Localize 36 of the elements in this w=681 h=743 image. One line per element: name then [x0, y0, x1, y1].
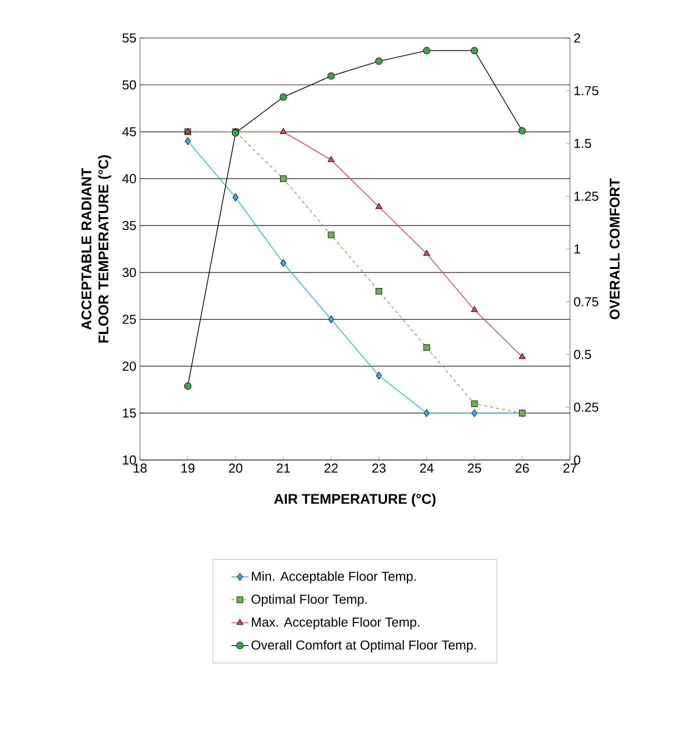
y-tick-label: 40 [122, 174, 136, 184]
y2-tick-label: 1.75 [574, 86, 598, 96]
x-tick-label: 20 [228, 464, 242, 473]
y-tick-label: 45 [122, 127, 136, 136]
y-axis-title: ACCEPTABLE RADIANT FLOOR TEMPERATURE (°C) [81, 155, 112, 342]
y2-tick-label: 0.5 [574, 350, 592, 360]
x-tick-label: 18 [134, 464, 147, 473]
x-tick-label: 19 [182, 464, 194, 473]
y-tick-label: 35 [122, 220, 136, 230]
legend-label: Overall Comfort at Optimal Floor Temp. [251, 640, 476, 652]
y-tick-label: 25 [122, 314, 136, 324]
y-tick-label: 30 [122, 268, 136, 278]
x-tick-label: 27 [563, 464, 577, 473]
x-tick-label: 23 [372, 464, 386, 473]
x-tick-label: 25 [468, 464, 482, 473]
y2-axis-title: OVERALL COMFORT [610, 178, 620, 320]
y-tick-label: 10 [122, 455, 136, 465]
x-tick-label: 24 [420, 464, 434, 473]
legend-label: Optimal Floor Temp. [251, 594, 367, 606]
y-tick-label: 55 [122, 33, 136, 43]
x-tick-label: 21 [276, 464, 290, 473]
y-tick-label: 20 [122, 362, 136, 371]
y2-tick-label: 0.25 [574, 402, 598, 412]
legend-label: Max. Acceptable Floor Temp. [252, 617, 420, 630]
y2-tick-label: 1.5 [574, 138, 592, 148]
x-tick-label: 26 [516, 464, 529, 473]
x-tick-label: 22 [324, 464, 338, 473]
x-axis-title: AIR TEMPERATURE (°C) [274, 494, 436, 507]
y2-tick-label: 1.25 [574, 192, 598, 201]
y-tick-label: 50 [122, 80, 136, 90]
y-tick-label: 15 [122, 408, 136, 418]
legend-label: Min. Acceptable Floor Temp. [252, 571, 416, 584]
y2-tick-label: 1 [574, 244, 580, 254]
y2-tick-label: 0.75 [574, 297, 598, 306]
y2-tick-label: 0 [574, 455, 580, 465]
y2-tick-label: 2 [574, 33, 580, 43]
